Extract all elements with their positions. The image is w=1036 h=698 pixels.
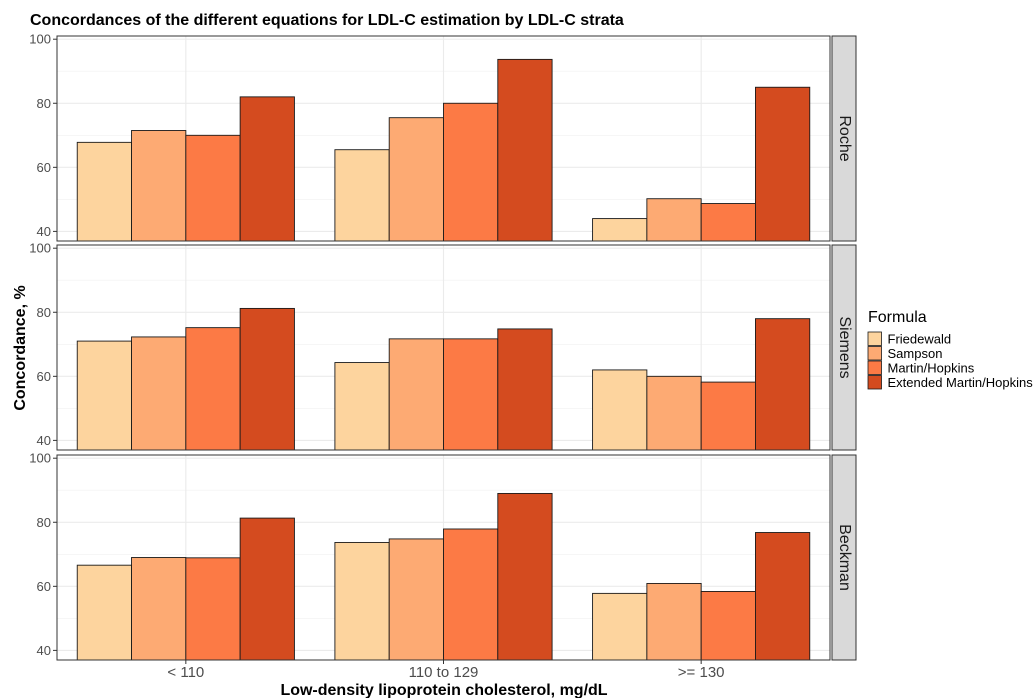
bar-siemens-1-2 — [646, 375, 702, 451]
bar-siemens-2-0 — [185, 327, 241, 451]
bar-siemens-0-0 — [76, 340, 132, 451]
bar-beckman-1-1 — [388, 538, 444, 661]
legend-swatch — [867, 375, 882, 390]
y-tick-label: 80 — [37, 305, 51, 320]
chart-panels: 40 60 80 100 Roche 40 60 80 100 Siemens 40 60 80 100 B… — [29, 32, 857, 661]
y-tick-label: 60 — [37, 369, 51, 384]
bar-siemens-3-2 — [755, 318, 811, 451]
legend-label: Sampson — [888, 346, 943, 361]
y-tick-label: 60 — [37, 579, 51, 594]
bar-roche-2-1 — [443, 102, 499, 242]
bar-beckman-2-1 — [443, 528, 499, 661]
legend-title: Formula — [868, 309, 927, 326]
legend-swatch — [867, 360, 882, 375]
bar-beckman-2-2 — [700, 591, 756, 661]
x-tick-label: >= 130 — [678, 664, 725, 681]
bar-roche-0-0 — [76, 141, 132, 242]
y-tick-label: 80 — [37, 515, 51, 530]
legend-label: Friedewald — [888, 332, 952, 347]
bar-siemens-2-2 — [700, 381, 756, 451]
x-axis: < 110 110 to 129 >= 130 — [167, 660, 725, 681]
bar-roche-0-2 — [592, 218, 648, 242]
bar-siemens-3-0 — [239, 307, 295, 451]
bar-siemens-3-1 — [497, 328, 553, 451]
bar-siemens-1-0 — [131, 336, 187, 451]
y-tick-label: 80 — [37, 96, 51, 111]
panel-border — [56, 244, 831, 451]
facet-strip — [831, 35, 857, 242]
x-tick-label: < 110 — [167, 664, 204, 681]
bar-beckman-3-1 — [497, 492, 553, 661]
y-axis-title: Concordance, % — [12, 285, 29, 410]
chart-title: Concordances of the different equations … — [30, 12, 624, 29]
y-tick-label: 40 — [37, 643, 51, 658]
bar-roche-1-1 — [388, 117, 444, 242]
panel-siemens: 40 60 80 100 Siemens — [29, 241, 857, 451]
bar-roche-2-2 — [700, 203, 756, 242]
legend: Formula FriedewaldSampsonMartin/HopkinsE… — [867, 309, 1034, 390]
bar-siemens-0-1 — [334, 362, 390, 451]
y-tick-label: 100 — [29, 451, 51, 466]
bar-siemens-1-1 — [388, 338, 444, 451]
bar-beckman-0-1 — [334, 541, 390, 661]
y-tick-label: 100 — [29, 241, 51, 256]
bar-roche-3-0 — [239, 96, 295, 242]
bar-roche-3-1 — [497, 58, 553, 242]
facet-strip-label: Siemens — [836, 316, 853, 378]
bar-beckman-1-0 — [131, 557, 187, 661]
panel-roche: 40 60 80 100 Roche — [29, 32, 857, 242]
bar-roche-1-0 — [131, 130, 187, 242]
facet-strip — [831, 454, 857, 661]
legend-label: Martin/Hopkins — [888, 361, 975, 376]
legend-label: Extended Martin/Hopkins — [888, 375, 1034, 390]
facet-strip — [831, 244, 857, 451]
bar-beckman-3-0 — [239, 517, 295, 661]
y-tick-label: 60 — [37, 160, 51, 175]
panel-beckman: 40 60 80 100 Beckman — [29, 451, 857, 661]
legend-swatch — [867, 346, 882, 361]
bar-beckman-1-2 — [646, 582, 702, 661]
legend-swatch — [867, 331, 882, 346]
bar-beckman-2-0 — [185, 557, 241, 661]
y-tick-label: 40 — [37, 433, 51, 448]
bar-beckman-0-2 — [592, 592, 648, 661]
bar-roche-2-0 — [185, 134, 241, 242]
bar-roche-1-2 — [646, 198, 702, 242]
bar-siemens-0-2 — [592, 369, 648, 451]
bar-roche-3-2 — [755, 86, 811, 242]
panel-border — [56, 35, 831, 242]
bar-siemens-2-1 — [443, 338, 499, 451]
facet-strip-label: Roche — [836, 115, 853, 161]
bar-roche-0-1 — [334, 149, 390, 242]
y-tick-label: 40 — [37, 224, 51, 239]
bar-beckman-3-2 — [755, 532, 811, 661]
x-axis-title: Low-density lipoprotein cholesterol, mg/… — [280, 682, 607, 698]
facet-strip-label: Beckman — [836, 524, 853, 591]
x-tick-label: 110 to 129 — [409, 664, 479, 681]
y-tick-label: 100 — [29, 32, 51, 47]
bar-beckman-0-0 — [76, 564, 132, 661]
